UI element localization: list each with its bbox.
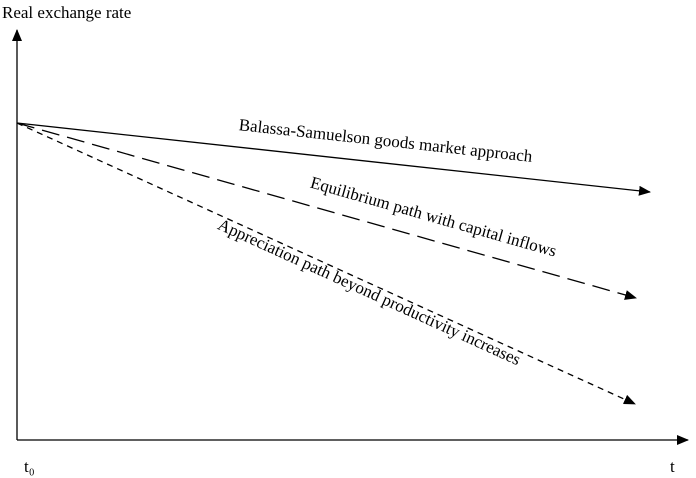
y-axis-label: Real exchange rate <box>2 3 131 22</box>
path-label: Balassa-Samuelson goods market approach <box>238 115 534 166</box>
x-axis-label: t <box>670 457 675 476</box>
path-line <box>16 122 651 196</box>
origin-label: t₀ <box>24 457 35 476</box>
path-label: Equilibrium path with capital inflows <box>308 173 559 261</box>
path-line <box>16 122 636 405</box>
path-line <box>16 122 637 300</box>
